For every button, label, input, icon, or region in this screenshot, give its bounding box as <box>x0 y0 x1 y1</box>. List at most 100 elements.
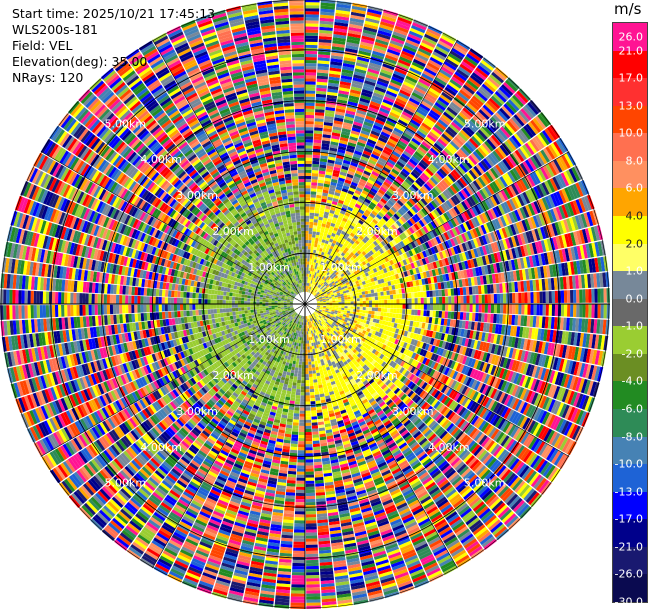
velocity-gate <box>329 225 335 230</box>
velocity-gate <box>324 177 332 182</box>
velocity-gate <box>427 277 432 284</box>
velocity-gate <box>549 251 555 264</box>
velocity-gate <box>419 174 428 183</box>
velocity-gate <box>319 298 323 300</box>
velocity-gate <box>403 192 411 200</box>
velocity-gate <box>442 304 446 311</box>
velocity-gate <box>351 249 357 255</box>
velocity-gate <box>393 294 397 299</box>
velocity-gate <box>355 62 368 69</box>
velocity-gate <box>382 63 395 71</box>
velocity-gate <box>496 293 501 304</box>
velocity-gate <box>414 298 418 304</box>
velocity-gate <box>375 266 381 272</box>
velocity-gate <box>435 140 446 150</box>
velocity-gate <box>338 275 342 279</box>
velocity-gate <box>421 265 426 272</box>
velocity-gate <box>317 244 321 248</box>
velocity-gate <box>316 279 319 283</box>
velocity-gate <box>341 220 347 225</box>
velocity-gate <box>345 269 350 274</box>
velocity-gate <box>391 76 404 84</box>
velocity-gate <box>419 44 433 54</box>
velocity-gate <box>427 90 439 99</box>
velocity-gate <box>332 230 337 235</box>
velocity-gate <box>343 254 348 259</box>
velocity-gate <box>449 280 454 289</box>
velocity-gate <box>311 287 314 291</box>
velocity-gate <box>329 299 333 302</box>
velocity-gate <box>343 277 348 281</box>
velocity-gate <box>434 172 443 181</box>
velocity-gate <box>312 228 317 232</box>
velocity-gate <box>334 287 339 291</box>
velocity-gate <box>478 214 486 224</box>
velocity-gate <box>306 264 309 268</box>
velocity-gate <box>423 310 427 317</box>
velocity-gate <box>427 165 436 175</box>
velocity-gate <box>385 161 395 169</box>
velocity-gate <box>593 225 601 241</box>
velocity-gate <box>328 282 333 286</box>
velocity-gate <box>325 109 335 115</box>
velocity-gate <box>428 284 433 291</box>
velocity-gate <box>355 314 359 318</box>
velocity-gate <box>332 43 345 48</box>
velocity-gate <box>400 247 406 254</box>
velocity-gate <box>309 224 313 229</box>
velocity-gate <box>563 219 570 233</box>
velocity-gate <box>396 235 402 243</box>
velocity-gate <box>554 304 559 317</box>
velocity-gate <box>323 183 330 188</box>
velocity-gate <box>512 223 520 235</box>
velocity-gate <box>416 221 423 229</box>
velocity-gate <box>356 250 362 255</box>
velocity-gate <box>399 56 412 64</box>
velocity-gate <box>380 18 396 26</box>
velocity-gate <box>357 259 362 265</box>
velocity-gate <box>383 268 388 274</box>
velocity-gate <box>527 140 538 154</box>
velocity-gate <box>451 155 461 165</box>
velocity-gate <box>409 281 414 287</box>
velocity-gate <box>429 147 440 157</box>
velocity-gate <box>341 305 345 308</box>
velocity-gate <box>373 182 381 189</box>
velocity-gate <box>443 281 448 289</box>
velocity-gate <box>432 297 437 304</box>
velocity-gate <box>306 282 309 286</box>
velocity-gate <box>466 230 473 240</box>
velocity-gate <box>399 116 410 124</box>
velocity-gate <box>440 192 448 202</box>
velocity-gate <box>340 252 346 257</box>
velocity-gate <box>376 213 383 220</box>
velocity-gate <box>320 278 323 282</box>
velocity-gate <box>432 174 441 183</box>
velocity-gate <box>473 276 478 286</box>
velocity-gate <box>402 239 408 246</box>
velocity-gate <box>345 110 356 116</box>
velocity-gate <box>399 293 403 299</box>
velocity-gate <box>334 234 340 239</box>
velocity-gate <box>321 279 325 283</box>
velocity-gate <box>446 106 458 117</box>
velocity-gate <box>361 189 369 196</box>
velocity-gate <box>337 269 342 274</box>
velocity-gate <box>481 255 487 266</box>
velocity-gate <box>380 21 395 29</box>
velocity-gate <box>461 201 469 211</box>
velocity-gate <box>346 41 360 48</box>
velocity-gate <box>464 55 478 67</box>
velocity-gate <box>311 243 315 247</box>
velocity-gate <box>528 243 535 255</box>
velocity-gate <box>411 137 421 146</box>
velocity-gate <box>364 290 369 295</box>
velocity-gate <box>356 222 362 228</box>
velocity-gate <box>321 223 326 228</box>
velocity-gate <box>335 221 341 226</box>
velocity-gate <box>409 208 416 216</box>
velocity-gate <box>320 271 324 275</box>
velocity-gate <box>339 139 348 145</box>
velocity-gate <box>317 241 322 245</box>
velocity-gate <box>410 155 420 164</box>
